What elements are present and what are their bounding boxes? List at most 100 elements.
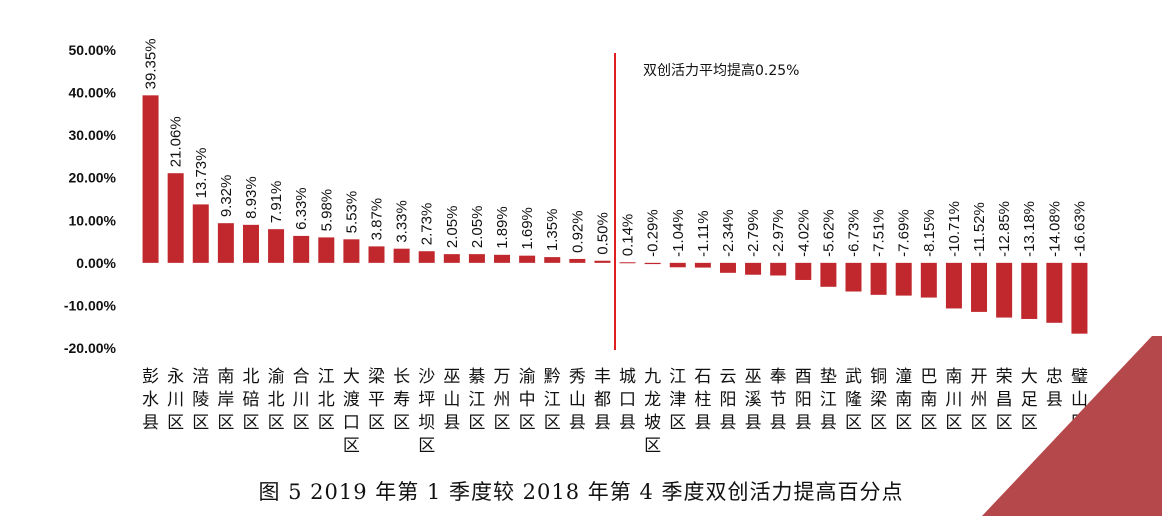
- corner-decoration: [982, 336, 1162, 516]
- bar: [242, 224, 259, 263]
- bar: [770, 262, 787, 276]
- data-label: 0.92%: [569, 210, 586, 253]
- bar: [644, 262, 661, 265]
- data-label: 3.87%: [369, 198, 386, 241]
- category-label: 九龙坡区: [644, 367, 661, 456]
- data-label: 39.35%: [143, 38, 160, 89]
- data-label: 9.32%: [218, 175, 235, 218]
- category-label: 潼南区: [895, 367, 912, 433]
- category-label: 渝中区: [519, 367, 536, 433]
- y-tick-label: 0.00%: [76, 255, 116, 271]
- bar: [343, 239, 360, 263]
- average-annotation: 双创活力平均提高0.25%: [643, 62, 799, 79]
- category-label: 渝北区: [268, 367, 285, 433]
- y-tick-label: 40.00%: [69, 85, 117, 101]
- category-label: 南岸区: [217, 367, 234, 433]
- y-tick-label: 30.00%: [69, 127, 117, 143]
- bar: [870, 262, 887, 295]
- data-label: -7.51%: [871, 209, 888, 257]
- bar: [820, 262, 837, 287]
- category-label: 大渡口区: [343, 367, 360, 456]
- bar: [494, 254, 511, 263]
- category-label: 永川区: [167, 367, 184, 433]
- data-label: 1.69%: [519, 207, 536, 250]
- data-label: -14.08%: [1046, 201, 1063, 257]
- category-label: 秀山县: [569, 367, 586, 433]
- data-labels: 39.35% 21.06% 13.73% 9.32% 8.93% 7.91% 6.33% 5.…: [143, 38, 1089, 256]
- category-label: 云阳县: [719, 367, 736, 433]
- category-label: 巫溪县: [745, 367, 762, 433]
- bar: [845, 262, 862, 292]
- bar: [920, 262, 937, 298]
- category-label: 巫山县: [443, 367, 460, 433]
- y-tick-label: 50.00%: [69, 42, 117, 58]
- data-label: 2.05%: [444, 206, 461, 249]
- figure-caption: 图 5 2019 年第 1 季度较 2018 年第 4 季度双创活力提高百分点: [258, 480, 904, 504]
- category-label: 江津区: [669, 367, 686, 433]
- data-label: 2.05%: [469, 206, 486, 249]
- category-label: 开州区: [971, 367, 988, 433]
- bar: [971, 262, 988, 312]
- bar: [368, 246, 385, 263]
- category-label: 合川区: [293, 367, 310, 433]
- data-label: -4.02%: [795, 209, 812, 257]
- category-labels: 彭水县永川区涪陵区南岸区北碚区渝北区合川区江北区大渡口区梁平区长寿区沙坪坝区巫山…: [142, 367, 1088, 456]
- category-label: 城口县: [619, 367, 636, 433]
- data-label: 5.98%: [318, 189, 335, 232]
- data-label: -2.97%: [770, 209, 787, 257]
- category-label: 万州区: [494, 367, 511, 433]
- bar: [268, 229, 285, 263]
- bar: [1021, 262, 1038, 319]
- category-label: 江北区: [318, 367, 335, 433]
- category-label: 梁平区: [368, 367, 385, 433]
- bar: [217, 223, 234, 263]
- bar: [996, 262, 1013, 318]
- bar: [519, 255, 536, 263]
- data-label: 6.33%: [293, 187, 310, 230]
- data-label: 21.06%: [168, 116, 185, 167]
- category-label: 垫江县: [820, 367, 837, 433]
- average-marker: 双创活力平均提高0.25%: [614, 53, 799, 350]
- bar: [1071, 262, 1088, 334]
- category-label: 铜梁区: [870, 367, 887, 433]
- category-label: 涪陵区: [192, 367, 209, 433]
- category-label: 彭水县: [142, 367, 159, 433]
- bar: [318, 237, 335, 263]
- data-label: 13.73%: [193, 148, 210, 199]
- bar: [694, 262, 711, 268]
- bar: [1046, 262, 1063, 323]
- data-label: -10.71%: [946, 201, 963, 257]
- category-label: 荣昌区: [996, 367, 1013, 433]
- data-label: -1.04%: [670, 209, 687, 257]
- bar: [468, 254, 485, 263]
- data-label: -2.34%: [720, 209, 737, 257]
- bar: [795, 262, 812, 280]
- y-axis: 50.00% 40.00% 30.00% 20.00% 10.00% 0.00% -10.0…: [64, 42, 117, 356]
- data-label: -12.85%: [996, 201, 1013, 257]
- data-label: 1.89%: [494, 206, 511, 249]
- category-label: 綦江区: [468, 367, 485, 433]
- category-label: 丰都县: [594, 367, 611, 433]
- y-tick-label: -20.00%: [64, 340, 117, 356]
- data-label: -16.63%: [1071, 201, 1088, 257]
- category-label: 沙坪坝区: [418, 367, 435, 456]
- category-label: 奉节县: [770, 367, 787, 433]
- category-label: 北碚区: [242, 367, 259, 433]
- category-label: 巴南区: [920, 367, 937, 433]
- bar: [443, 254, 460, 263]
- bar: [192, 204, 209, 263]
- bar: [142, 95, 159, 263]
- data-label: -7.69%: [896, 209, 913, 257]
- bar: [619, 262, 636, 264]
- data-label: 1.35%: [544, 209, 561, 252]
- data-label: -1.11%: [695, 210, 712, 256]
- category-label: 石柱县: [694, 367, 711, 433]
- bars: [142, 95, 1088, 334]
- bar: [945, 262, 962, 309]
- category-label: 酉阳县: [795, 367, 812, 433]
- y-tick-label: 10.00%: [69, 212, 117, 228]
- category-label: 忠县: [1046, 367, 1063, 410]
- y-tick-label: 20.00%: [69, 170, 117, 186]
- data-label: -6.73%: [846, 209, 863, 257]
